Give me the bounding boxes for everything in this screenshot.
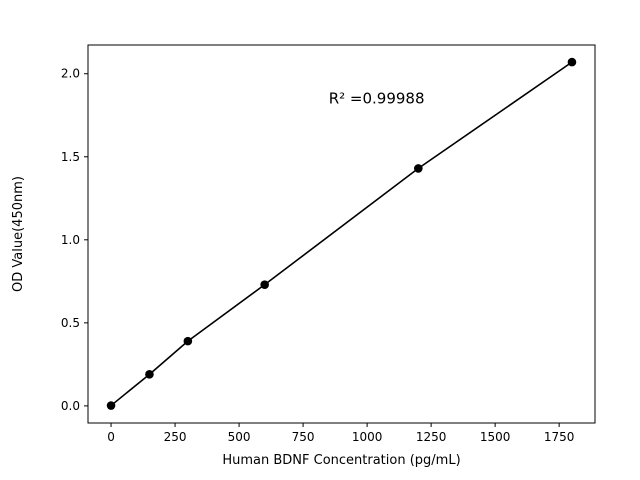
y-tick-label: 1.0 [61, 233, 80, 247]
x-tick-label: 1750 [544, 430, 575, 444]
standard-curve-line [110, 61, 573, 407]
x-tick-label: 1250 [416, 430, 447, 444]
y-axis-label: OD Value(450nm) [11, 176, 26, 292]
y-tick-label: 2.0 [61, 67, 80, 81]
x-axis-label: Human BDNF Concentration (pg/mL) [222, 453, 460, 468]
plot-border [87, 44, 596, 424]
data-point-marker [567, 57, 577, 67]
data-point-marker [414, 164, 423, 173]
x-tick-label: 250 [164, 430, 187, 444]
data-point-marker [183, 336, 193, 346]
x-tick-label: 1500 [480, 430, 511, 444]
y-tick-label: 1.5 [61, 150, 80, 164]
x-tick-label: 750 [292, 430, 315, 444]
r-squared-annotation: R² =0.99988 [329, 90, 425, 108]
data-point-marker [106, 401, 116, 410]
y-tick-label: 0.5 [61, 316, 80, 330]
x-tick-label: 1000 [352, 430, 383, 444]
y-tick-label: 0.0 [61, 399, 80, 413]
data-point-marker [145, 370, 154, 379]
x-tick-label: 500 [228, 430, 251, 444]
x-tick-label: 0 [107, 430, 115, 444]
data-point-marker [260, 280, 269, 289]
